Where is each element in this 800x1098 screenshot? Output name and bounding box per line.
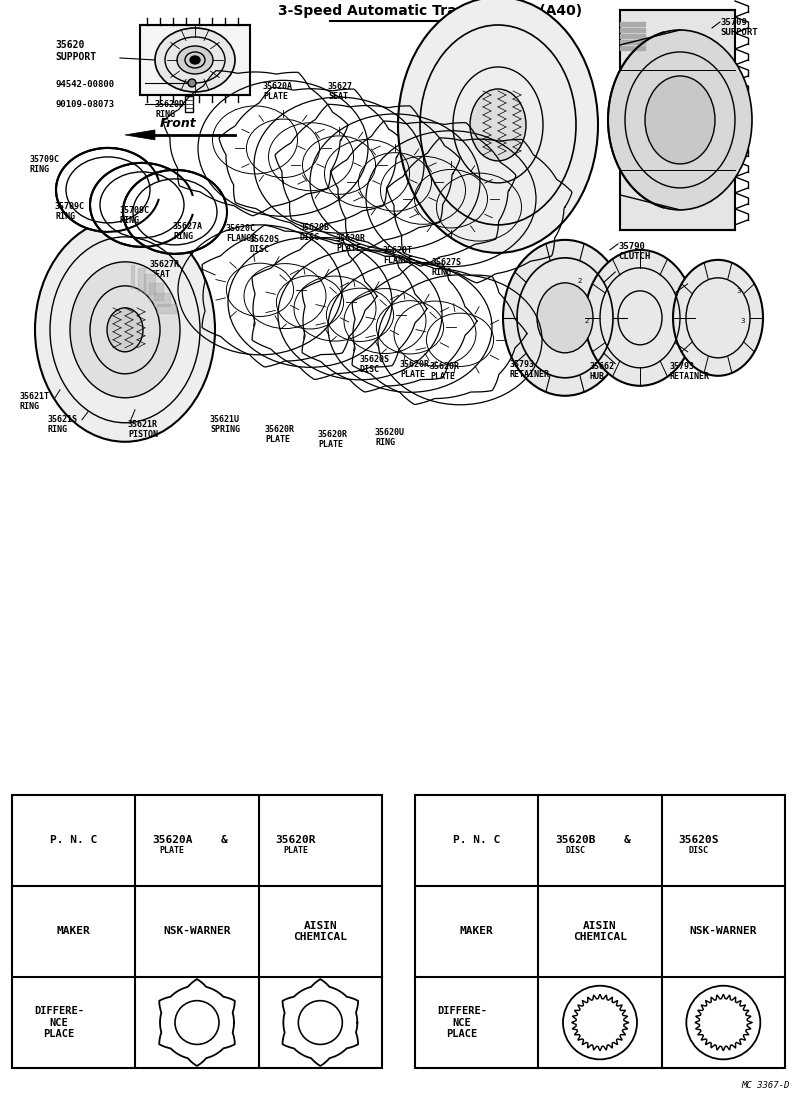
Text: 35620S
DISC: 35620S DISC <box>360 355 390 374</box>
Text: 35620R: 35620R <box>275 836 316 845</box>
Ellipse shape <box>190 56 200 64</box>
Ellipse shape <box>645 76 715 164</box>
Text: 35621S
RING: 35621S RING <box>48 415 78 434</box>
Text: 35627S
RING: 35627S RING <box>432 258 462 278</box>
Text: NSK-WARNER: NSK-WARNER <box>163 927 230 937</box>
Text: 35627A
RING: 35627A RING <box>173 222 203 242</box>
Text: 35793
RETAINER: 35793 RETAINER <box>670 362 710 381</box>
Ellipse shape <box>470 89 526 161</box>
Text: 3-Speed Automatic Transmission (A40): 3-Speed Automatic Transmission (A40) <box>278 4 582 18</box>
Text: 35627R
SEAT: 35627R SEAT <box>150 260 180 279</box>
Text: MAKER: MAKER <box>57 927 90 937</box>
Ellipse shape <box>177 46 213 74</box>
Text: 35620C
FLANGE: 35620C FLANGE <box>226 224 256 244</box>
Bar <box>12 795 382 1068</box>
Text: &: & <box>624 836 630 845</box>
Text: 35620S
DISC: 35620S DISC <box>250 235 280 255</box>
Ellipse shape <box>155 27 235 92</box>
Bar <box>140 25 250 94</box>
Text: 35620
SUPPORT: 35620 SUPPORT <box>55 40 96 61</box>
Text: 35620B
DISC: 35620B DISC <box>300 223 330 243</box>
Text: 35620R
PLATE: 35620R PLATE <box>336 234 366 254</box>
Text: 3: 3 <box>740 317 745 324</box>
Text: 35709
SUPPORT: 35709 SUPPORT <box>720 18 758 37</box>
Text: Front: Front <box>160 116 197 130</box>
Text: P. N. C: P. N. C <box>453 836 500 845</box>
Text: 35662
HUB: 35662 HUB <box>590 362 615 381</box>
Text: MAKER: MAKER <box>460 927 494 937</box>
Ellipse shape <box>107 307 143 351</box>
Ellipse shape <box>503 239 627 395</box>
Text: 2: 2 <box>585 317 589 324</box>
Ellipse shape <box>70 261 180 397</box>
Text: 90109-08073: 90109-08073 <box>55 100 114 109</box>
Text: AISIN
CHEMICAL: AISIN CHEMICAL <box>573 920 627 942</box>
Ellipse shape <box>608 30 752 210</box>
Text: DISC: DISC <box>566 845 586 854</box>
Text: 35620A: 35620A <box>152 836 193 845</box>
Text: 3: 3 <box>736 288 741 294</box>
Text: NSK-WARNER: NSK-WARNER <box>690 927 757 937</box>
Text: 35627
SEAT: 35627 SEAT <box>328 82 353 101</box>
Bar <box>415 795 785 1068</box>
Ellipse shape <box>123 170 227 254</box>
Text: 35620A
PLATE: 35620A PLATE <box>263 82 293 101</box>
Ellipse shape <box>90 163 194 247</box>
Text: 35621U
SPRING: 35621U SPRING <box>210 415 240 434</box>
Text: DIFFERE-
NCE
PLACE: DIFFERE- NCE PLACE <box>34 1006 84 1039</box>
Ellipse shape <box>398 0 598 253</box>
Text: AISIN
CHEMICAL: AISIN CHEMICAL <box>294 920 347 942</box>
Text: PLATE: PLATE <box>160 845 185 854</box>
Text: 35621R
PISTON: 35621R PISTON <box>128 419 158 439</box>
Text: 35620S: 35620S <box>678 836 719 845</box>
Text: MC 3367-D: MC 3367-D <box>742 1082 790 1090</box>
Text: PLATE: PLATE <box>283 845 308 854</box>
Text: 35621
PISTON: 35621 PISTON <box>448 30 480 49</box>
Text: 35790
CLUTCH: 35790 CLUTCH <box>618 242 650 261</box>
Circle shape <box>188 79 196 87</box>
Text: 35621C
SPRING: 35621C SPRING <box>455 203 485 222</box>
Text: 35620D
RING: 35620D RING <box>155 100 185 120</box>
Ellipse shape <box>585 250 695 385</box>
Text: 35621A
RING: 35621A RING <box>520 25 552 44</box>
Text: 35621B
RING: 35621B RING <box>515 188 545 208</box>
Text: DIFFERE-
NCE
PLACE: DIFFERE- NCE PLACE <box>437 1006 487 1039</box>
Text: 35620R
PLATE: 35620R PLATE <box>265 425 295 445</box>
Text: 35709C
RING: 35709C RING <box>55 202 85 222</box>
Ellipse shape <box>56 148 160 232</box>
Text: 35620R
PLATE: 35620R PLATE <box>400 360 430 379</box>
Text: 35620R
PLATE: 35620R PLATE <box>430 362 460 381</box>
Polygon shape <box>125 130 155 139</box>
Text: &: & <box>221 836 227 845</box>
Ellipse shape <box>673 260 763 376</box>
Text: 35709C
RING: 35709C RING <box>30 155 60 175</box>
Text: 94542-00800: 94542-00800 <box>55 80 114 89</box>
Text: 35620U
RING: 35620U RING <box>375 428 405 447</box>
Text: DISC: DISC <box>689 845 709 854</box>
Ellipse shape <box>35 217 215 441</box>
Text: 35620R
PLATE: 35620R PLATE <box>318 429 348 449</box>
Text: 35620B: 35620B <box>555 836 595 845</box>
Text: 35709C
RING: 35709C RING <box>120 206 150 225</box>
Text: 2: 2 <box>578 278 582 284</box>
Bar <box>185 96 193 112</box>
Text: 35793
RETAINER: 35793 RETAINER <box>510 360 550 379</box>
Text: 35620T
FLANGE: 35620T FLANGE <box>383 246 413 266</box>
Ellipse shape <box>537 283 593 352</box>
Text: 35621T
RING: 35621T RING <box>20 392 50 411</box>
Text: P. N. C: P. N. C <box>50 836 98 845</box>
Bar <box>620 10 735 229</box>
